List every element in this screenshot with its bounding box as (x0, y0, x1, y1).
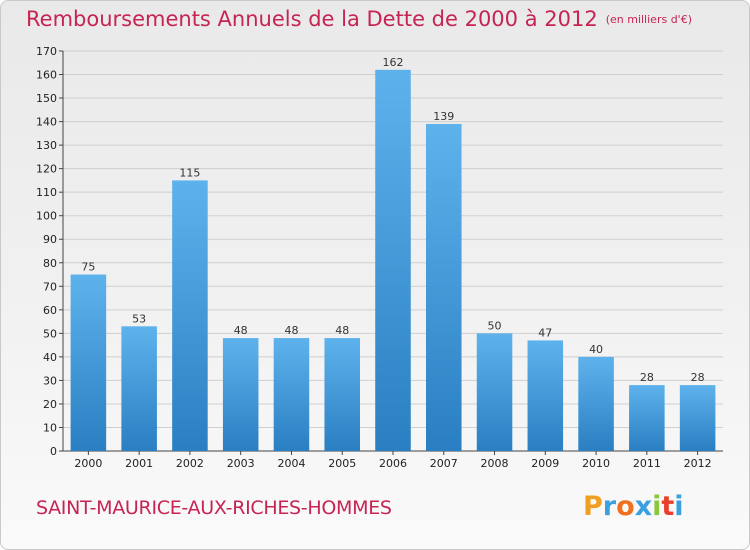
y-tick-label: 60 (43, 304, 57, 317)
bar (375, 69, 411, 451)
bar (70, 274, 107, 451)
data-label: 28 (640, 371, 654, 384)
logo-letter: P (583, 491, 603, 522)
data-label: 48 (234, 324, 248, 337)
chart-title: Remboursements Annuels de la Dette de 20… (26, 7, 692, 31)
y-tick-label: 140 (36, 116, 57, 129)
y-tick-label: 120 (36, 163, 57, 176)
x-tick-label: 2003 (227, 457, 255, 470)
data-label: 28 (691, 371, 705, 384)
y-tick-label: 10 (43, 421, 57, 434)
bar (222, 338, 259, 451)
chart-title-main: Remboursements Annuels de la Dette de 20… (26, 7, 598, 31)
bar (324, 338, 360, 451)
logo-letter: t (661, 491, 675, 522)
x-tick-label: 2009 (531, 457, 559, 470)
chart-unit-note: (en milliers d'€) (605, 13, 692, 26)
bar (679, 385, 716, 451)
y-tick-label: 30 (43, 374, 57, 387)
x-tick-label: 2001 (125, 457, 153, 470)
y-tick-label: 150 (36, 92, 57, 105)
x-tick-label: 2007 (430, 457, 458, 470)
proxiti-logo: Proxiti (583, 491, 684, 522)
y-tick-label: 20 (43, 398, 57, 411)
data-label: 50 (488, 319, 502, 332)
bar (121, 326, 157, 451)
y-tick-label: 80 (43, 257, 57, 270)
data-label: 48 (335, 324, 349, 337)
x-tick-label: 2008 (481, 457, 509, 470)
logo-letter: x (634, 491, 653, 522)
data-label: 47 (538, 326, 552, 339)
x-tick-label: 2004 (277, 457, 305, 470)
y-tick-label: 70 (43, 280, 57, 293)
x-tick-label: 2005 (328, 457, 356, 470)
bar (527, 340, 564, 451)
logo-letter: o (616, 491, 635, 522)
logo-letter: i (674, 491, 684, 522)
labels: 2000 75 2001 53 2002 115 2003 48 2004 48 2005 48 200… (74, 56, 711, 470)
data-label: 40 (589, 343, 603, 356)
y-tick-label: 100 (36, 210, 57, 223)
x-tick-label: 2010 (582, 457, 610, 470)
x-tick-label: 2000 (74, 457, 102, 470)
data-label: 115 (179, 166, 200, 179)
x-tick-label: 2012 (684, 457, 712, 470)
y-tick-label: 110 (36, 186, 57, 199)
data-label: 75 (81, 261, 95, 274)
data-label: 139 (433, 110, 454, 123)
y-tick-label: 90 (43, 233, 57, 246)
logo-letter: i (652, 491, 662, 522)
y-tick-label: 50 (43, 327, 57, 340)
y-tick-label: 40 (43, 351, 57, 364)
y-tick-label: 130 (36, 139, 57, 152)
data-label: 53 (132, 312, 146, 325)
x-tick-label: 2006 (379, 457, 407, 470)
bars (70, 69, 716, 452)
data-label: 162 (383, 56, 404, 69)
bar (426, 123, 462, 452)
x-tick-label: 2002 (176, 457, 204, 470)
bar (629, 385, 665, 451)
bar (273, 338, 310, 451)
x-tick-label: 2011 (633, 457, 661, 470)
y-tick-label: 170 (36, 45, 57, 58)
data-label: 48 (284, 324, 298, 337)
commune-name: SAINT-MAURICE-AUX-RICHES-HOMMES (36, 497, 392, 519)
bar (476, 333, 513, 451)
y-tick-label: 0 (50, 445, 57, 458)
y-tick-label: 160 (36, 69, 57, 82)
logo-letter: r (602, 491, 617, 522)
bar (172, 180, 208, 452)
bar (578, 356, 614, 451)
